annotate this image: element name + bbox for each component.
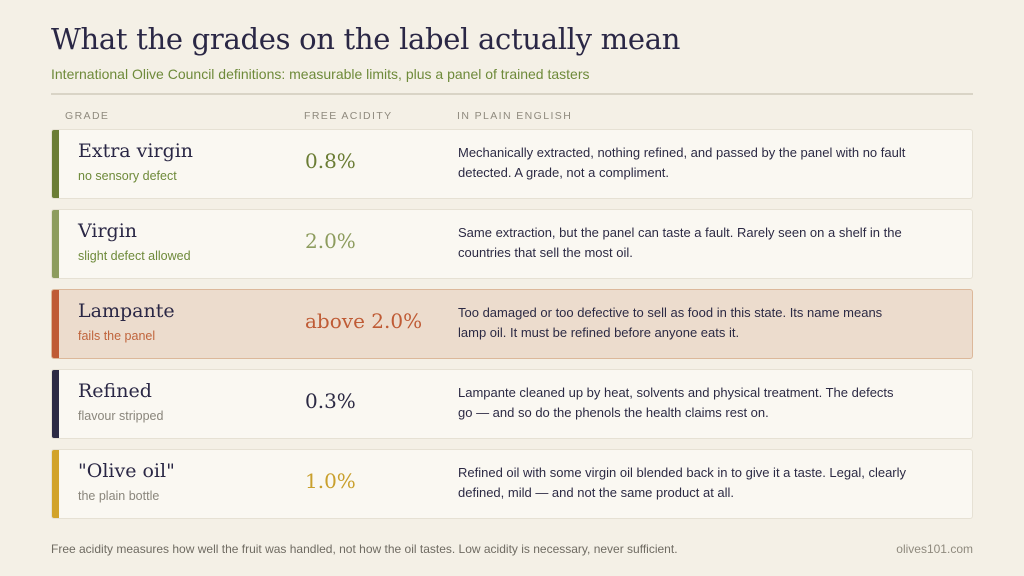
grade-accent-bar	[52, 130, 59, 198]
plain-english-description: Same extraction, but the panel can taste…	[458, 225, 902, 260]
grade-row-olive-oil: "Olive oil" the plain bottle 1.0% Refine…	[51, 449, 973, 519]
page-title: What the grades on the label actually me…	[51, 22, 681, 56]
grade-row-refined: Refined flavour stripped 0.3% Lampante c…	[51, 369, 973, 439]
grade-row-virgin: Virgin slight defect allowed 2.0% Same e…	[51, 209, 973, 279]
grade-accent-bar	[52, 370, 59, 438]
grade-name: Virgin	[78, 220, 138, 242]
grades-list: Extra virgin no sensory defect 0.8% Mech…	[51, 129, 973, 529]
plain-english-description: Mechanically extracted, nothing refined,…	[458, 145, 906, 180]
grade-note: slight defect allowed	[78, 249, 191, 263]
grade-note: flavour stripped	[78, 409, 164, 423]
grade-accent-bar	[52, 210, 59, 278]
grade-note: fails the panel	[78, 329, 156, 343]
free-acidity-value: 0.3%	[305, 389, 356, 413]
grade-row-lampante: Lampante fails the panel above 2.0% Too …	[51, 289, 973, 359]
grade-note: no sensory defect	[78, 169, 177, 183]
plain-english-description: Refined oil with some virgin oil blended…	[458, 465, 907, 500]
grade-accent-bar	[52, 290, 59, 358]
grade-name: Lampante	[78, 300, 175, 322]
free-acidity-value: 0.8%	[305, 149, 356, 173]
footnote: Free acidity measures how well the fruit…	[51, 542, 678, 556]
free-acidity-value: above 2.0%	[305, 309, 423, 333]
grade-name: Extra virgin	[78, 140, 194, 162]
site-credit: olives101.com	[896, 542, 973, 556]
column-header-plain-english: IN PLAIN ENGLISH	[457, 110, 573, 122]
grade-name: Refined	[78, 380, 152, 402]
free-acidity-value: 2.0%	[305, 229, 356, 253]
plain-english-description: Lampante cleaned up by heat, solvents an…	[458, 385, 894, 420]
grade-note: the plain bottle	[78, 489, 160, 503]
grade-name: "Olive oil"	[78, 460, 175, 482]
page-subtitle: International Olive Council definitions:…	[51, 66, 590, 82]
plain-english-description: Too damaged or too defective to sell as …	[458, 305, 883, 340]
column-header-acidity: FREE ACIDITY	[304, 110, 393, 122]
column-header-grade: GRADE	[65, 110, 110, 122]
header-divider	[51, 93, 973, 95]
free-acidity-value: 1.0%	[305, 469, 356, 493]
grade-row-extra-virgin: Extra virgin no sensory defect 0.8% Mech…	[51, 129, 973, 199]
grade-accent-bar	[52, 450, 59, 518]
